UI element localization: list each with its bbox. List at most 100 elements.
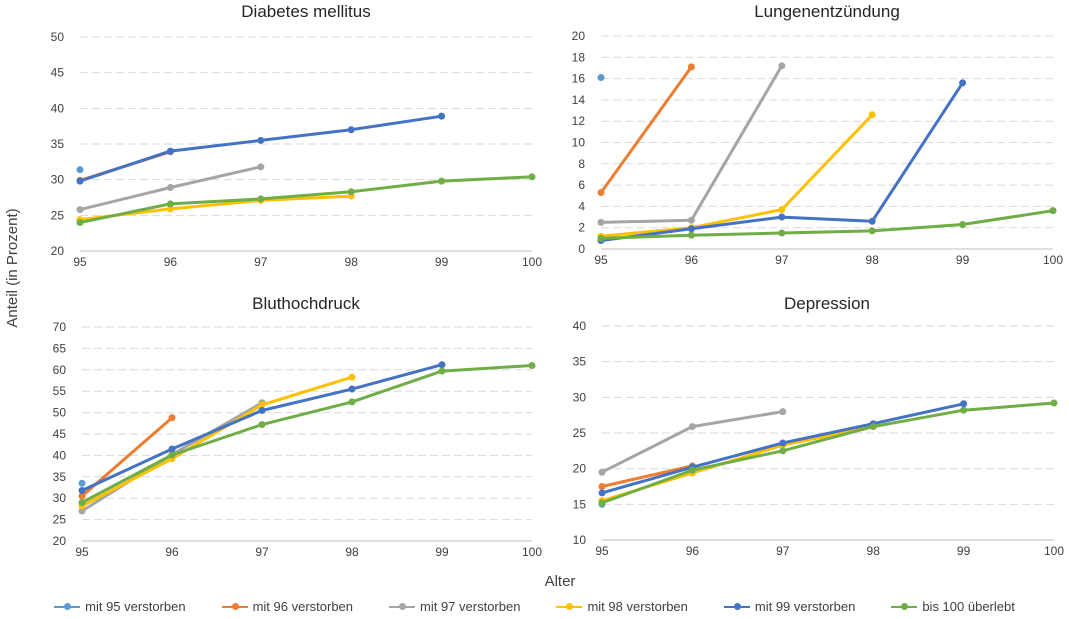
data-point-bis-100-ueberlebt	[1050, 399, 1058, 407]
data-point-mit-96-verstorben	[687, 63, 695, 71]
series-line-bis-100-ueberlebt	[600, 401, 1056, 505]
panel-title: Diabetes mellitus	[241, 2, 370, 21]
series-line-mit-98-verstorben	[80, 375, 354, 508]
x-tick-label: 97	[776, 544, 790, 558]
panel-title: Lungenentzündung	[754, 2, 900, 21]
data-point-bis-100-ueberlebt	[778, 229, 786, 237]
data-point-bis-100-ueberlebt	[960, 406, 968, 414]
y-tick-label: 60	[53, 363, 67, 377]
chart-legend: mit 95 verstorben mit 96 verstorben mit 97…	[0, 599, 1069, 614]
panel-title: Depression	[784, 294, 870, 313]
data-point-mit-97-verstorben	[779, 408, 787, 416]
x-tick-label: 97	[255, 545, 269, 559]
series-line-bis-100-ueberlebt	[599, 209, 1055, 240]
y-tick-label: 16	[572, 72, 586, 86]
x-tick-label: 100	[522, 545, 542, 559]
y-tick-label: 55	[53, 384, 67, 398]
data-point-bis-100-ueberlebt	[528, 362, 536, 370]
data-point-mit-99-verstorben	[76, 177, 84, 185]
data-point-mit-96-verstorben	[168, 414, 176, 422]
legend-marker	[231, 602, 239, 610]
y-tick-label: 50	[53, 406, 67, 420]
data-point-mit-97-verstorben	[78, 507, 86, 515]
x-tick-label: 96	[164, 255, 178, 269]
data-point-bis-100-ueberlebt	[168, 451, 176, 459]
legend-item-mit-95-verstorben: mit 95 verstorben	[54, 599, 186, 614]
panel-depression: Depression 10 15 20 25 30 35 40 95 96 97 98 99 100	[573, 294, 1065, 558]
data-point-bis-100-ueberlebt	[779, 447, 787, 455]
legend-label: bis 100 überlebt	[922, 599, 1015, 614]
data-point-bis-100-ueberlebt	[438, 367, 446, 375]
legend-marker	[64, 602, 72, 610]
data-point-mit-97-verstorben	[257, 163, 265, 171]
data-point-mit-97-verstorben	[687, 216, 695, 224]
series-line-mit-96-verstorben	[600, 464, 694, 488]
data-point-mit-96-verstorben	[597, 189, 605, 197]
y-tick-label: 35	[51, 137, 65, 151]
legend-swatch	[389, 602, 416, 610]
y-tick-label: 20	[53, 534, 67, 548]
x-tick-label: 99	[435, 545, 449, 559]
legend-item-bis-100-ueberlebt: bis 100 überlebt	[891, 599, 1015, 614]
x-tick-label: 99	[435, 255, 449, 269]
x-tick-label: 96	[165, 545, 179, 559]
x-tick-label: 96	[686, 544, 700, 558]
legend-label: mit 97 verstorben	[420, 599, 521, 614]
data-point-mit-97-verstorben	[688, 423, 696, 431]
data-point-bis-100-ueberlebt	[528, 173, 536, 181]
legend-swatch	[723, 602, 750, 610]
data-point-bis-100-ueberlebt	[348, 398, 356, 406]
legend-item-mit-98-verstorben: mit 98 verstorben	[556, 599, 688, 614]
x-tick-label: 97	[254, 255, 268, 269]
y-tick-label: 10	[572, 136, 586, 150]
data-point-mit-99-verstorben	[347, 126, 355, 134]
legend-item-mit-97-verstorben: mit 97 verstorben	[389, 599, 520, 614]
y-tick-label: 10	[573, 533, 587, 547]
data-point-mit-97-verstorben	[778, 62, 786, 70]
data-point-bis-100-ueberlebt	[258, 421, 266, 429]
x-tick-label: 97	[775, 253, 789, 267]
y-tick-label: 40	[53, 448, 67, 462]
x-tick-label: 100	[1044, 544, 1064, 558]
data-point-mit-95-verstorben	[76, 166, 84, 174]
data-point-mit-99-verstorben	[779, 439, 787, 447]
y-tick-label: 12	[572, 114, 586, 128]
x-tick-label: 98	[867, 544, 881, 558]
data-point-bis-100-ueberlebt	[347, 188, 355, 196]
data-point-bis-100-ueberlebt	[76, 218, 84, 226]
x-tick-label: 95	[73, 255, 87, 269]
data-point-mit-98-verstorben	[166, 205, 174, 213]
x-tick-label: 100	[522, 255, 542, 269]
y-tick-label: 70	[53, 320, 67, 334]
x-tick-label: 100	[1043, 253, 1063, 267]
data-point-mit-99-verstorben	[438, 361, 446, 369]
y-tick-label: 18	[572, 50, 586, 64]
data-point-mit-99-verstorben	[78, 486, 86, 494]
y-tick-label: 40	[573, 319, 587, 333]
panel-diabetes-mellitus: Diabetes mellitus 20 25 30 35 40 45 50 95 96 97 98 9…	[51, 2, 543, 269]
data-point-mit-99-verstorben	[778, 213, 786, 221]
x-axis-label: Alter	[545, 573, 576, 590]
legend-marker	[566, 602, 574, 610]
y-tick-label: 40	[51, 101, 65, 115]
data-point-mit-99-verstorben	[166, 147, 174, 155]
data-point-mit-98-verstorben	[778, 206, 786, 214]
panel-lungenentzuendung: Lungenentzündung 0 2 4 6 8 10 12 14 16 18 20 95 96 97 9…	[572, 2, 1064, 267]
series-line-bis-100-ueberlebt	[80, 364, 534, 504]
data-point-mit-99-verstorben	[598, 489, 606, 497]
legend-swatch	[221, 602, 248, 610]
data-point-mit-95-verstorben	[78, 479, 86, 487]
data-point-bis-100-ueberlebt	[257, 195, 265, 203]
data-point-bis-100-ueberlebt	[597, 234, 605, 242]
x-tick-label: 95	[594, 253, 608, 267]
series-line-bis-100-ueberlebt	[78, 175, 534, 224]
data-point-mit-99-verstorben	[959, 79, 967, 87]
x-tick-label: 98	[866, 253, 880, 267]
series-line-mit-99-verstorben	[78, 114, 444, 183]
x-tick-label: 98	[345, 255, 359, 269]
y-tick-label: 8	[578, 157, 585, 171]
data-point-bis-100-ueberlebt	[868, 227, 876, 235]
legend-marker	[901, 602, 909, 610]
data-point-bis-100-ueberlebt	[78, 498, 86, 506]
data-point-mit-97-verstorben	[76, 206, 84, 214]
